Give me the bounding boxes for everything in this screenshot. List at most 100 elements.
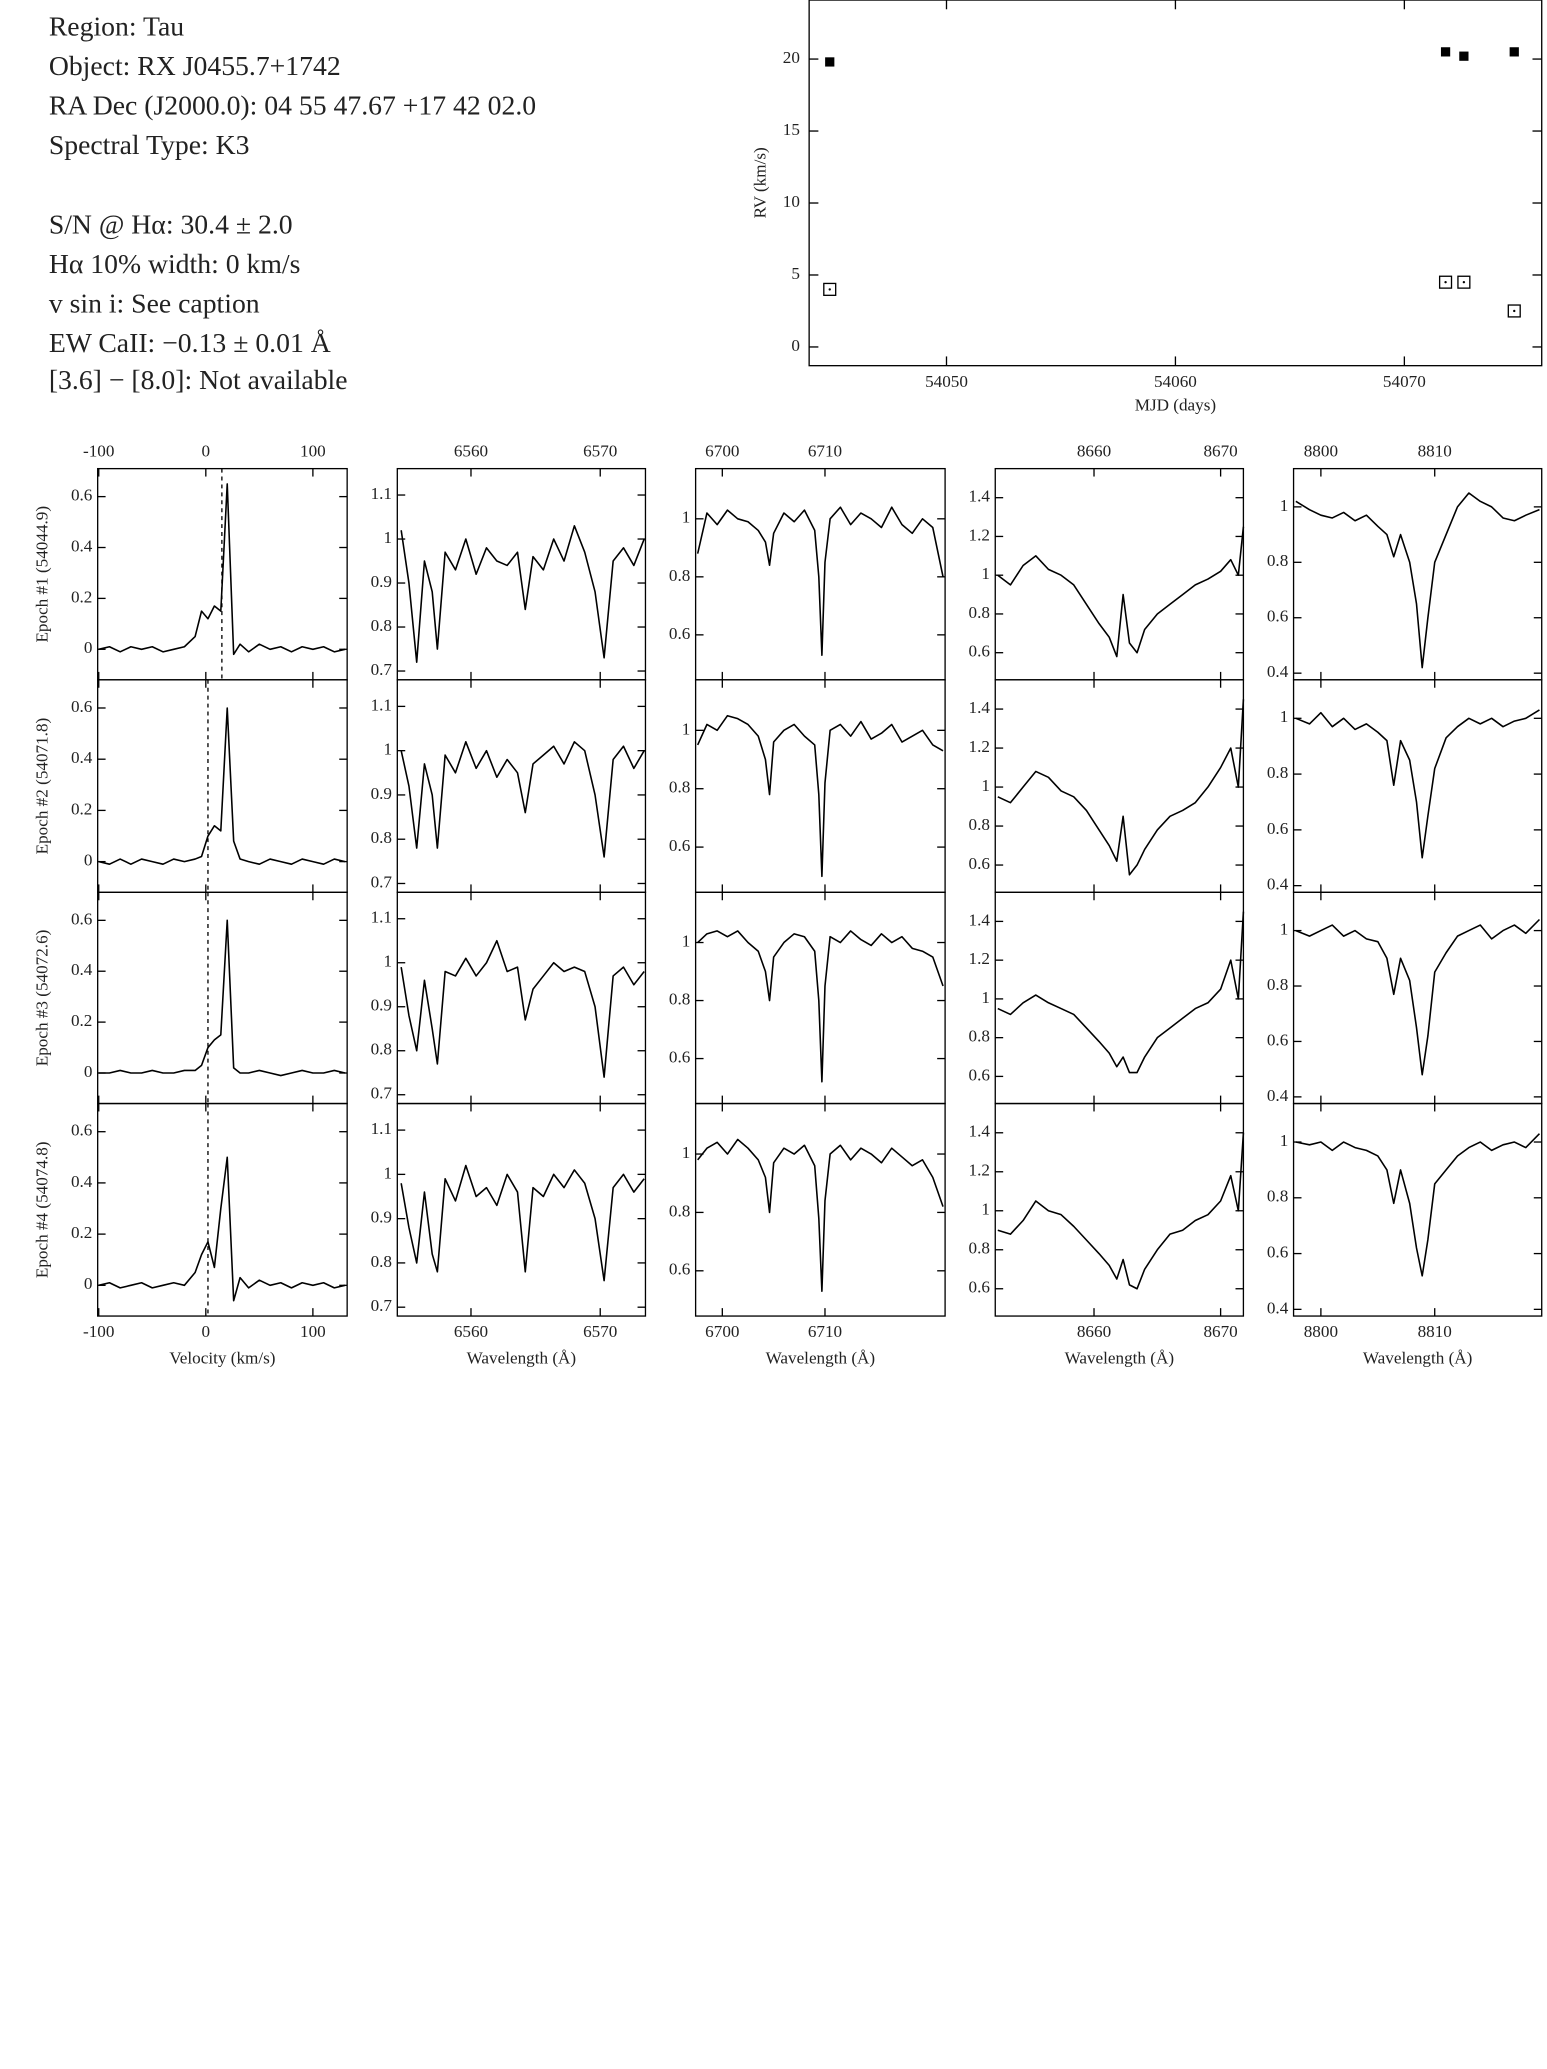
y-tick-label: 0.6 xyxy=(969,642,991,661)
y-tick-label: 1.1 xyxy=(371,695,392,714)
x-axis-label: Wavelength (Å) xyxy=(1065,1349,1175,1368)
spectrum-line xyxy=(697,1138,944,1293)
y-tick-label: 1.1 xyxy=(371,484,392,503)
y-tick-label: 0.4 xyxy=(71,536,93,555)
y-tick-label: 0.8 xyxy=(669,989,690,1008)
y-tick-label: 0.2 xyxy=(71,799,92,818)
y-tick-label: 0.2 xyxy=(71,587,92,606)
y-tick-label: 0.4 xyxy=(71,1172,93,1191)
y-tick-label: 5 xyxy=(791,264,800,283)
y-tick-label: 0.7 xyxy=(371,1296,393,1315)
point xyxy=(1509,47,1519,57)
x-tick-label: 0 xyxy=(202,442,211,461)
y-tick-label: 0.8 xyxy=(371,1252,392,1271)
y-tick-label: 1 xyxy=(1280,496,1289,515)
y-tick-label: 0.6 xyxy=(969,1065,991,1084)
y-tick-label: 0.6 xyxy=(71,697,93,716)
y-tick-label: 1.4 xyxy=(969,1122,991,1141)
y-tick-label: 0.7 xyxy=(371,1084,393,1103)
point xyxy=(1507,304,1521,318)
y-tick-label: 0.8 xyxy=(669,778,690,797)
x-axis-label: Wavelength (Å) xyxy=(467,1349,577,1368)
y-tick-label: 1 xyxy=(682,508,691,527)
y-tick-label: 0.6 xyxy=(669,836,691,855)
y-tick-label: 0 xyxy=(84,1274,93,1293)
y-tick-label: 0.8 xyxy=(1267,975,1288,994)
x-tick-label: 6710 xyxy=(808,442,842,461)
y-tick-label: 0.6 xyxy=(71,1121,93,1140)
spectrum-line xyxy=(400,525,645,664)
axes-frame xyxy=(97,1102,348,1317)
y-tick-label: 1 xyxy=(981,776,990,795)
info-line: Object: RX J0455.7+1742 xyxy=(49,50,341,81)
x-tick-label: 8670 xyxy=(1203,1322,1237,1341)
y-tick-label: 0.9 xyxy=(371,996,392,1015)
x-axis-label: MJD (days) xyxy=(1135,396,1216,415)
y-tick-label: 0.6 xyxy=(669,624,691,643)
y-tick-label: 1.2 xyxy=(969,949,990,968)
y-tick-label: 15 xyxy=(783,120,800,139)
info-line: RA Dec (J2000.0): 04 55 47.67 +17 42 02.… xyxy=(49,90,536,121)
x-tick-label: 54050 xyxy=(925,372,968,391)
info-line: [3.6] − [8.0]: Not available xyxy=(49,364,348,395)
y-tick-label: 0.6 xyxy=(969,854,991,873)
y-tick-label: 0.8 xyxy=(669,1201,690,1220)
x-axis-label: Wavelength (Å) xyxy=(1363,1349,1473,1368)
info-line: Spectral Type: K3 xyxy=(49,129,250,160)
x-tick-label: 8800 xyxy=(1304,1322,1338,1341)
y-tick-label: 0.8 xyxy=(969,815,990,834)
y-tick-label: 0 xyxy=(84,1062,93,1081)
y-tick-label: 0.4 xyxy=(71,960,93,979)
spectrum-line xyxy=(98,919,346,1077)
x-tick-label: 6710 xyxy=(808,1322,842,1341)
y-tick-label: 0.2 xyxy=(71,1223,92,1242)
y-tick-label: 10 xyxy=(783,192,800,211)
y-tick-label: 1.1 xyxy=(371,1119,392,1138)
info-line: S/N @ Hα: 30.4 ± 2.0 xyxy=(49,208,293,239)
y-tick-label: 1.2 xyxy=(969,1161,990,1180)
spectrum-line xyxy=(696,714,944,878)
spectrum-line xyxy=(98,483,346,656)
y-tick-label: 0.4 xyxy=(1267,875,1289,894)
axes-frame xyxy=(994,1102,1245,1317)
y-axis-label: Epoch #2 (54071.8) xyxy=(32,718,51,855)
point-center xyxy=(828,288,831,291)
axes-frame xyxy=(396,1102,647,1317)
y-axis-label: RV (km/s) xyxy=(751,147,770,218)
y-tick-label: 1.4 xyxy=(969,910,991,929)
y-tick-label: 0.8 xyxy=(969,1239,990,1258)
x-tick-label: 6700 xyxy=(705,1322,739,1341)
y-tick-label: 0.6 xyxy=(669,1260,691,1279)
y-tick-label: 0.2 xyxy=(71,1011,92,1030)
x-tick-label: 6570 xyxy=(583,1322,617,1341)
point-center xyxy=(1444,280,1447,284)
x-tick-label: 6560 xyxy=(454,442,488,461)
y-tick-label: 0.4 xyxy=(1267,1086,1289,1105)
y-tick-label: 20 xyxy=(783,48,800,67)
spectrum-line xyxy=(1295,918,1541,1076)
spectrum-line xyxy=(1295,1133,1541,1277)
x-tick-label: 100 xyxy=(300,442,326,461)
y-tick-label: 0.6 xyxy=(1267,1030,1289,1049)
x-tick-label: 8810 xyxy=(1418,1322,1452,1341)
y-tick-label: 1.4 xyxy=(969,698,991,717)
spectrum-line xyxy=(98,707,346,865)
point xyxy=(825,57,835,67)
spectrum-line xyxy=(697,930,944,1083)
spectrum-line xyxy=(400,741,645,858)
y-tick-label: 1 xyxy=(383,952,392,971)
y-tick-label: 1 xyxy=(1280,707,1289,726)
y-tick-label: 1.2 xyxy=(969,737,990,756)
y-tick-label: 0.8 xyxy=(1267,1187,1288,1206)
y-tick-label: 0.6 xyxy=(1267,607,1289,626)
x-axis-label: Wavelength (Å) xyxy=(766,1349,876,1368)
point-center xyxy=(1462,280,1466,284)
spectrum-line xyxy=(997,911,1245,1074)
info-line: v sin i: See caption xyxy=(49,288,260,319)
y-tick-label: 0.9 xyxy=(371,572,392,591)
point xyxy=(1440,47,1451,57)
y-tick-label: 0.4 xyxy=(1267,662,1289,681)
y-tick-label: 0.6 xyxy=(71,909,93,928)
